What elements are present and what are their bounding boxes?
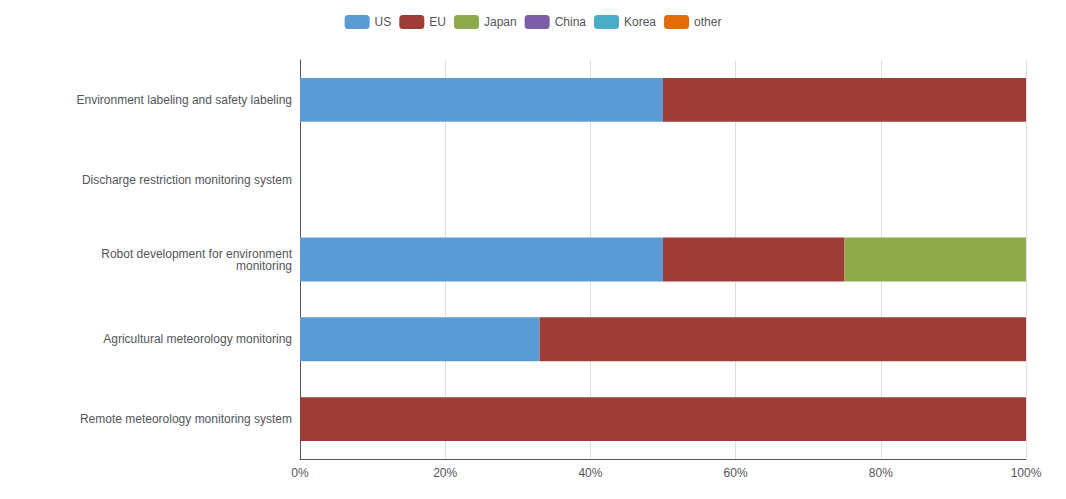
svg-text:80%: 80% [869,466,893,480]
svg-text:0%: 0% [291,466,309,480]
svg-text:Japan: Japan [484,15,517,29]
svg-text:other: other [694,15,721,29]
svg-text:20%: 20% [433,466,457,480]
svg-text:60%: 60% [724,466,748,480]
svg-text:Remote meteorology monitoring: Remote meteorology monitoring system [80,412,292,426]
svg-text:Korea: Korea [624,15,656,29]
svg-text:China: China [555,15,587,29]
svg-text:Agricultural meteorology monit: Agricultural meteorology monitoring [103,332,292,346]
svg-text:US: US [375,15,392,29]
svg-text:Environment labeling and safet: Environment labeling and safety labeling [77,93,292,107]
svg-text:Discharge restriction monitori: Discharge restriction monitoring system [82,173,292,187]
svg-text:100%: 100% [1011,466,1042,480]
svg-text:EU: EU [429,15,446,29]
svg-text:Robot development for environm: Robot development for environment [101,246,292,261]
svg-text:40%: 40% [578,466,602,480]
svg-text:monitoring: monitoring [236,259,292,273]
